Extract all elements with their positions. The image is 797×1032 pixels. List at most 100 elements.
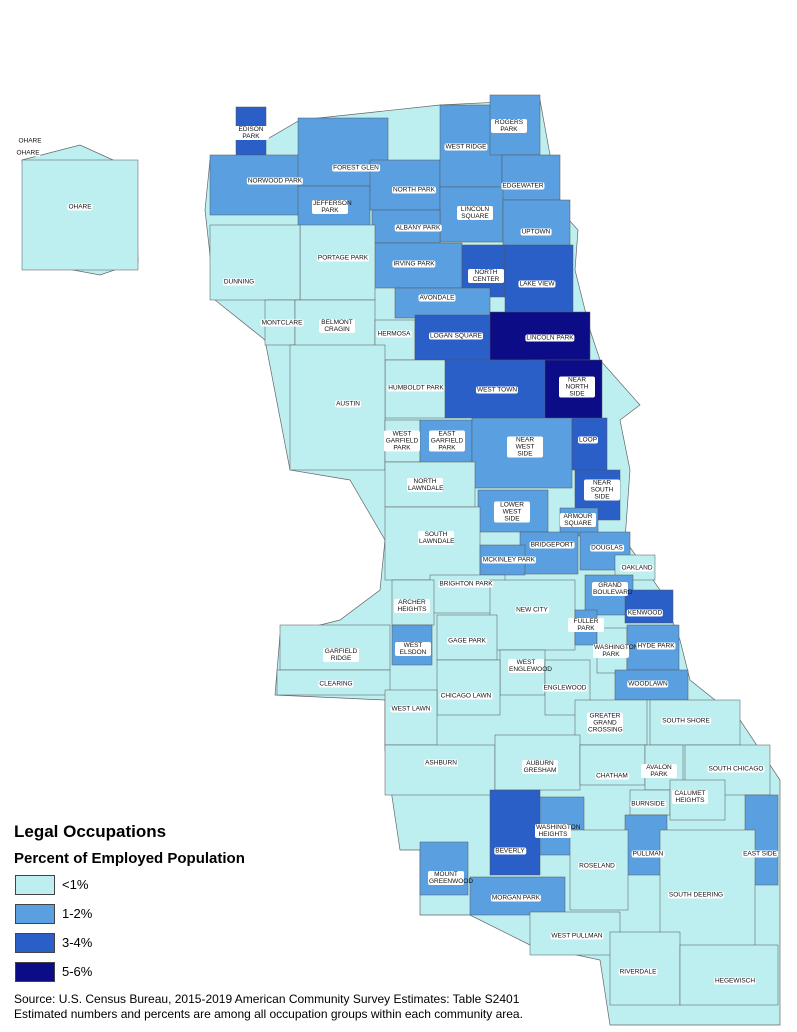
legend-swatch	[15, 904, 55, 924]
area-label: WEST ELSDON	[395, 642, 431, 656]
area-label: WEST PULLMAN	[550, 932, 604, 940]
community-area	[279, 624, 391, 671]
area-label: MONTCLARE	[260, 319, 304, 327]
area-label: JEFFERSON PARK	[312, 200, 352, 214]
area-label: ROSELAND	[578, 862, 616, 870]
community-area	[502, 199, 571, 249]
area-label: DOUGLAS	[590, 544, 624, 552]
area-label: NORTH CENTER	[468, 269, 504, 283]
area-label: GRAND BOULEVARD	[592, 582, 633, 596]
area-label: NORTH PARK	[391, 186, 437, 194]
area-label: CALUMET HEIGHTS	[672, 790, 708, 804]
area-label: OHARE	[17, 137, 43, 145]
area-label: FULLER PARK	[568, 618, 604, 632]
area-label: ARMOUR SQUARE	[560, 513, 596, 527]
area-label: NEAR SOUTH SIDE	[584, 479, 620, 501]
legend-label: <1%	[62, 877, 89, 892]
area-label: HYDE PARK	[636, 642, 676, 650]
community-area	[679, 944, 779, 1006]
area-label: CHICAGO LAWN	[439, 692, 493, 700]
area-label: WASHINGTON PARK	[593, 644, 639, 658]
area-label: MORGAN PARK	[490, 894, 542, 902]
area-label: MCKINLEY PARK	[481, 556, 537, 564]
community-area	[21, 159, 139, 271]
area-label: IRVING PARK	[392, 260, 436, 268]
area-label: LOGAN SQUARE	[428, 332, 484, 340]
legend-swatch	[15, 962, 55, 982]
community-area	[504, 244, 574, 314]
legend-label: 1-2%	[62, 906, 93, 921]
area-label: LOWER WEST SIDE	[494, 501, 530, 523]
area-label: ASHBURN	[424, 759, 458, 767]
area-label: ALBANY PARK	[394, 224, 442, 232]
area-label: WEST LAWN	[390, 705, 432, 713]
area-label: UPTOWN	[520, 228, 552, 236]
area-label: FOREST GLEN	[332, 164, 380, 172]
area-label: BRIGHTON PARK	[438, 580, 494, 588]
area-label: EDGEWATER	[501, 182, 545, 190]
area-label: GARFIELD RIDGE	[323, 648, 359, 662]
area-label: PORTAGE PARK	[316, 254, 370, 262]
area-label: WEST ENGLEWOOD	[508, 659, 552, 673]
area-label: EAST GARFIELD PARK	[429, 430, 465, 452]
community-area	[624, 589, 674, 624]
community-area	[209, 154, 301, 216]
area-label: NEAR NORTH SIDE	[559, 376, 595, 398]
area-label: GREATER GRAND CROSSING	[587, 712, 623, 734]
area-label: OHARE	[67, 203, 93, 211]
community-area	[419, 841, 469, 896]
area-label: RIVERDALE	[618, 968, 658, 976]
area-label: EAST SIDE	[742, 850, 778, 858]
area-label: AUSTIN	[335, 400, 361, 408]
area-label: MOUNT GREENWOOD	[428, 871, 474, 885]
area-label: SOUTH SHORE	[661, 717, 711, 725]
area-label: DUNNING	[222, 278, 256, 286]
area-label: ROGERS PARK	[491, 119, 527, 133]
area-label: HEGEWISCH	[713, 977, 757, 985]
area-label: WEST TOWN	[475, 386, 519, 394]
area-label: LAKE VIEW	[518, 280, 556, 288]
community-area	[384, 689, 438, 746]
community-area	[299, 224, 376, 301]
area-label: BURNSIDE	[630, 800, 666, 808]
area-label: CLEARING	[318, 680, 354, 688]
area-label: LOOP	[577, 436, 599, 444]
area-label: WEST RIDGE	[444, 143, 488, 151]
community-area	[369, 159, 441, 211]
area-label: LINCOLN SQUARE	[457, 206, 493, 220]
area-label: WASHINGTON HEIGHTS	[535, 824, 581, 838]
community-area	[289, 344, 386, 471]
area-label: OAKLAND	[620, 564, 654, 572]
area-label: WEST GARFIELD PARK	[384, 430, 420, 452]
area-label: BEVERLY	[494, 847, 526, 855]
area-label: HERMOSA	[376, 330, 412, 338]
area-layer	[21, 94, 779, 1006]
community-area	[489, 789, 541, 876]
legend-subtitle: Percent of Employed Population	[14, 850, 245, 867]
area-label: SOUTH DEERING	[667, 891, 725, 899]
community-area	[659, 829, 756, 951]
area-label: EDISON PARK	[233, 126, 269, 140]
area-label: NORWOOD PARK	[246, 177, 304, 185]
area-label: ARCHER HEIGHTS	[394, 599, 430, 613]
area-label: WOODLAWN	[627, 680, 669, 688]
community-area	[209, 224, 301, 301]
area-label: HUMBOLDT PARK	[387, 384, 445, 392]
area-label: AVONDALE	[418, 294, 456, 302]
community-area	[394, 287, 491, 319]
area-label: ENGLEWOOD	[542, 684, 588, 692]
legend-swatch	[15, 933, 55, 953]
area-label: NORTH LAWNDALE	[407, 478, 444, 492]
area-label: PULLMAN	[631, 850, 665, 858]
area-label: AUBURN GRESHAM	[522, 760, 558, 774]
community-area	[384, 744, 496, 796]
community-area	[436, 659, 501, 716]
area-label: KENWOOD	[626, 609, 664, 617]
area-label: NEW CITY	[515, 606, 549, 614]
legend-swatch	[15, 875, 55, 895]
source-note: Source: U.S. Census Bureau, 2015-2019 Am…	[14, 992, 520, 1006]
source-note: Estimated numbers and percents are among…	[14, 1007, 523, 1021]
community-area	[501, 154, 561, 201]
